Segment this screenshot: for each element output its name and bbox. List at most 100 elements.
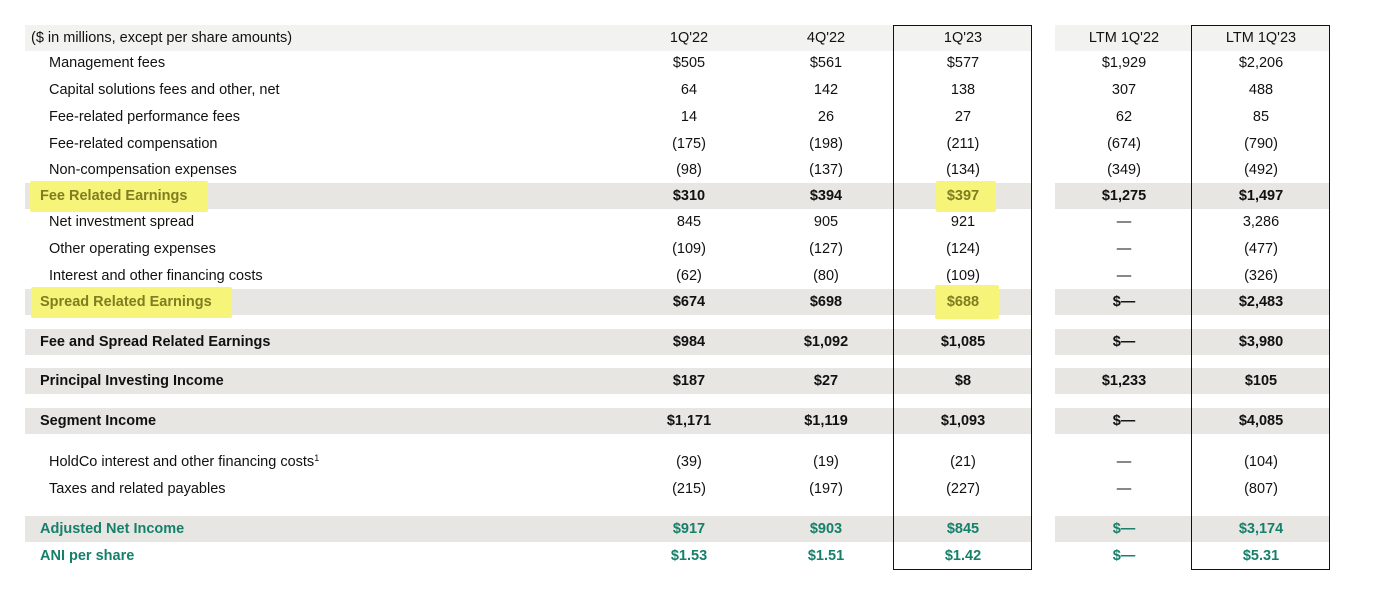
cell: (21)	[950, 454, 976, 470]
table-row: Net investment spread 845 905 921 — 3,28…	[0, 209, 1386, 235]
table-row: Fee-related performance fees 14 26 27 62…	[0, 104, 1386, 130]
row-label: Fee-related compensation	[49, 136, 218, 152]
cell: $3,980	[1238, 334, 1284, 350]
highlight-sre-1q23	[935, 285, 999, 319]
cell: (215)	[672, 481, 706, 497]
cell: $—	[1112, 521, 1136, 537]
cell: $1,093	[940, 413, 986, 429]
cell-highlighted: $688	[946, 294, 980, 310]
cell: 3,286	[1242, 214, 1280, 230]
cell: —	[1116, 268, 1132, 284]
row-label: Taxes and related payables	[49, 481, 226, 497]
cell: $27	[813, 373, 839, 389]
cell: —	[1116, 481, 1132, 497]
cell: $505	[672, 55, 706, 71]
row-label: Spread Related Earnings	[40, 294, 212, 310]
table-row: HoldCo interest and other financing cost…	[0, 449, 1386, 475]
band-fsre	[25, 329, 1031, 355]
band-fsre-ltm	[1055, 329, 1330, 355]
cell: $903	[809, 521, 843, 537]
subtotal-row-sre: Spread Related Earnings $674 $698 $688 $…	[0, 289, 1386, 315]
cell: (127)	[809, 241, 843, 257]
cell: $—	[1112, 548, 1136, 564]
cell: (109)	[946, 268, 980, 284]
row-label: Interest and other financing costs	[49, 268, 263, 284]
cell: (175)	[672, 136, 706, 152]
cell: $561	[809, 55, 843, 71]
cell: 138	[950, 82, 976, 98]
column-header: LTM 1Q'23	[1225, 30, 1297, 46]
cell: $—	[1112, 294, 1136, 310]
column-header: 1Q'22	[669, 30, 709, 46]
cell: 64	[680, 82, 698, 98]
cell: —	[1116, 214, 1132, 230]
cell: $1.53	[670, 548, 708, 564]
highlight-sre-label	[31, 287, 232, 318]
cell: $577	[946, 55, 980, 71]
column-header: LTM 1Q'22	[1088, 30, 1160, 46]
table-row: Capital solutions fees and other, net 64…	[0, 77, 1386, 103]
cell: $394	[809, 188, 843, 204]
cell: $1,085	[940, 334, 986, 350]
cell: $1,497	[1238, 188, 1284, 204]
row-label: Adjusted Net Income	[40, 521, 185, 537]
band-fre-ltm	[1055, 183, 1330, 209]
column-header: 1Q'23	[943, 30, 983, 46]
table-row: Taxes and related payables (215) (197) (…	[0, 476, 1386, 502]
total-row-ani-per-share: ANI per share $1.53 $1.51 $1.42 $— $5.31	[0, 543, 1386, 569]
table-row: Fee-related compensation (175) (198) (21…	[0, 131, 1386, 157]
row-label: Non-compensation expenses	[49, 162, 237, 178]
table-row: Non-compensation expenses (98) (137) (13…	[0, 157, 1386, 183]
header-band	[25, 25, 1031, 51]
cell: $674	[672, 294, 706, 310]
cell: $187	[672, 373, 706, 389]
column-header: 4Q'22	[806, 30, 846, 46]
subtotal-row-fsre: Fee and Spread Related Earnings $984 $1,…	[0, 329, 1386, 355]
row-label: Net investment spread	[49, 214, 195, 230]
cell: (19)	[813, 454, 839, 470]
row-label-text: HoldCo interest and other financing cost…	[49, 454, 315, 470]
row-label: HoldCo interest and other financing cost…	[49, 449, 319, 475]
header-row: ($ in millions, except per share amounts…	[0, 25, 1386, 51]
cell: $1,275	[1101, 188, 1147, 204]
cell: (124)	[946, 241, 980, 257]
cell: $698	[809, 294, 843, 310]
cell: $8	[954, 373, 972, 389]
row-label: Management fees	[49, 55, 166, 71]
cell: $1,171	[666, 413, 712, 429]
cell: 845	[676, 214, 702, 230]
footnote-marker: 1	[314, 453, 320, 463]
cell-highlighted: $397	[946, 188, 980, 204]
cell: (807)	[1244, 481, 1278, 497]
cell: (211)	[946, 136, 980, 152]
row-label: Other operating expenses	[49, 241, 216, 257]
cell: 27	[954, 109, 972, 125]
band-ani-ltm	[1055, 516, 1330, 542]
cell: $917	[672, 521, 706, 537]
band-pii-ltm	[1055, 368, 1330, 394]
cell: $1,119	[804, 413, 848, 429]
cell: (137)	[809, 162, 843, 178]
cell: $310	[672, 188, 706, 204]
cell: $—	[1112, 413, 1136, 429]
table-row: Interest and other financing costs (62) …	[0, 263, 1386, 289]
cell: 85	[1252, 109, 1270, 125]
table-row: Management fees $505 $561 $577 $1,929 $2…	[0, 50, 1386, 76]
cell: (227)	[946, 481, 980, 497]
row-label: Fee-related performance fees	[49, 109, 241, 125]
cell: $1.42	[944, 548, 982, 564]
band-sre-ltm	[1055, 289, 1330, 315]
cell: 14	[680, 109, 698, 125]
cell: $4,085	[1238, 413, 1284, 429]
band-segment-ltm	[1055, 408, 1330, 434]
cell: $—	[1112, 334, 1136, 350]
cell: $1.51	[807, 548, 845, 564]
total-row-ani: Adjusted Net Income $917 $903 $845 $— $3…	[0, 516, 1386, 542]
cell: (39)	[676, 454, 702, 470]
row-label: Fee Related Earnings	[40, 188, 188, 204]
cell: $2,206	[1238, 55, 1284, 71]
cell: 307	[1111, 82, 1137, 98]
cell: 62	[1115, 109, 1133, 125]
cell: —	[1116, 241, 1132, 257]
